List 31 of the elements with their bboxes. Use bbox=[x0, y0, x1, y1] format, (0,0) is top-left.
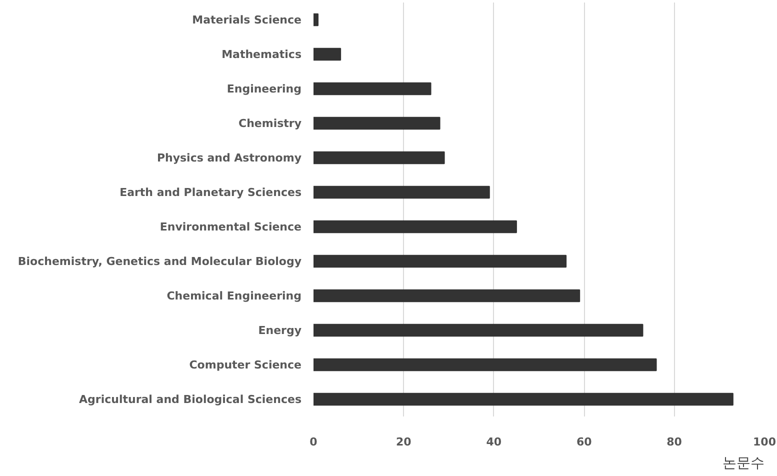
y-tick-label: Chemical Engineering bbox=[166, 289, 302, 302]
bar bbox=[314, 254, 567, 268]
y-tick-label: Energy bbox=[258, 324, 302, 337]
y-tick-label: Computer Science bbox=[189, 358, 302, 372]
y-tick-label: Earth and Planetary Sciences bbox=[120, 186, 302, 199]
x-axis-title: 논문수 bbox=[722, 456, 764, 472]
bar bbox=[314, 392, 734, 406]
y-tick-label: Chemistry bbox=[238, 116, 302, 130]
y-tick-label: Biochemistry, Genetics and Molecular Biology bbox=[18, 254, 302, 268]
x-tick-label: 0 bbox=[310, 436, 318, 448]
x-tick-label: 40 bbox=[486, 436, 502, 448]
y-tick-label: Engineering bbox=[226, 82, 302, 96]
y-tick-label: Materials Science bbox=[192, 13, 302, 26]
bar bbox=[314, 220, 517, 234]
y-tick-label: Environmental Science bbox=[160, 220, 302, 234]
y-tick-label: Mathematics bbox=[222, 48, 302, 61]
bar bbox=[314, 116, 440, 130]
x-tick-label: 80 bbox=[666, 436, 682, 448]
bar bbox=[314, 186, 490, 199]
bar bbox=[314, 48, 342, 61]
bar bbox=[314, 13, 319, 26]
bar bbox=[314, 324, 644, 337]
bar bbox=[314, 289, 580, 302]
y-tick-label: Physics and Astronomy bbox=[156, 151, 302, 164]
bar bbox=[314, 151, 445, 164]
x-tick-label: 60 bbox=[576, 436, 592, 448]
bar bbox=[314, 358, 657, 372]
y-tick-label: Agricultural and Biological Sciences bbox=[79, 392, 302, 406]
x-tick-label: 20 bbox=[396, 436, 412, 448]
bar bbox=[314, 82, 432, 96]
x-tick-label: 100 bbox=[753, 436, 776, 448]
